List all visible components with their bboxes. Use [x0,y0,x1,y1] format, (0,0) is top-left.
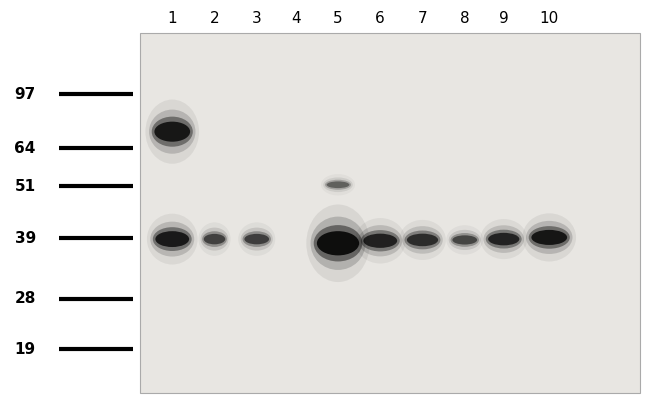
Ellipse shape [153,227,192,251]
Text: 19: 19 [14,342,36,357]
Text: 8: 8 [460,11,469,26]
Ellipse shape [486,230,522,248]
Text: 5: 5 [333,11,343,26]
Ellipse shape [311,217,365,270]
Ellipse shape [399,220,446,260]
FancyBboxPatch shape [140,33,640,393]
Text: 7: 7 [418,11,427,26]
Ellipse shape [155,122,190,142]
Ellipse shape [402,226,443,254]
Ellipse shape [314,225,362,262]
Ellipse shape [404,231,441,249]
Text: 51: 51 [14,178,36,194]
Ellipse shape [317,231,359,255]
Text: 2: 2 [210,11,219,26]
Ellipse shape [155,231,189,247]
Text: 97: 97 [14,87,36,102]
Ellipse shape [448,230,481,250]
Ellipse shape [323,177,353,192]
Ellipse shape [452,235,477,245]
Ellipse shape [480,219,527,259]
Ellipse shape [523,213,576,262]
Text: 4: 4 [291,11,300,26]
Ellipse shape [201,227,228,251]
Ellipse shape [240,227,273,251]
Ellipse shape [149,110,196,154]
Text: 10: 10 [540,11,559,26]
Ellipse shape [450,233,479,247]
Ellipse shape [526,221,573,254]
Ellipse shape [407,234,438,246]
Ellipse shape [325,180,351,190]
Text: 39: 39 [14,231,36,246]
Ellipse shape [488,233,519,245]
Text: 28: 28 [14,291,36,306]
Text: 1: 1 [168,11,177,26]
Text: 3: 3 [252,11,261,26]
Text: 9: 9 [499,11,508,26]
Ellipse shape [244,234,269,244]
Ellipse shape [326,181,350,188]
Ellipse shape [151,117,193,147]
Ellipse shape [146,99,199,164]
Ellipse shape [361,230,400,251]
Ellipse shape [363,234,397,248]
Ellipse shape [528,226,570,249]
Text: 6: 6 [376,11,385,26]
Ellipse shape [147,214,198,265]
Ellipse shape [203,234,225,244]
Ellipse shape [242,231,271,247]
Ellipse shape [150,222,194,257]
Ellipse shape [202,231,227,247]
Ellipse shape [484,225,524,253]
Ellipse shape [532,230,567,245]
Text: 64: 64 [14,141,36,156]
Ellipse shape [355,218,406,263]
Ellipse shape [306,204,370,282]
Ellipse shape [358,225,402,256]
